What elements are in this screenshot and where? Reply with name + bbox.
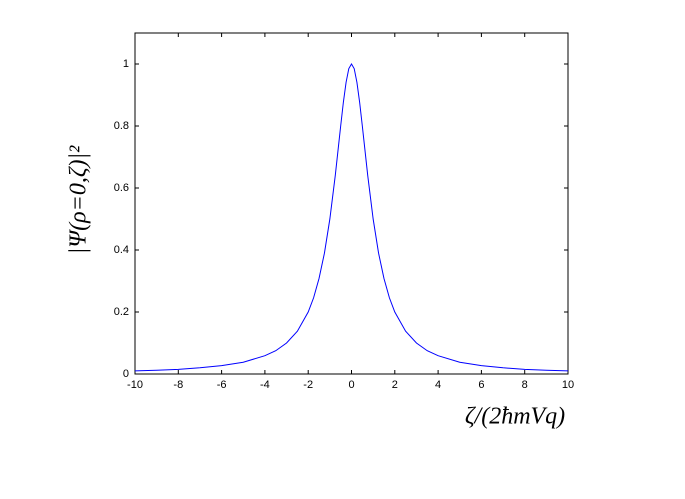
x-tick-label: -8 [173,379,183,391]
x-tick-label: 8 [522,379,528,391]
x-tick-label: -6 [217,379,227,391]
x-tick-label: -4 [260,379,270,391]
x-axis-label: ζ/(2ħmVq) [465,404,565,430]
x-tick-label: 4 [435,379,441,391]
x-tick-label: 6 [478,379,484,391]
x-tick-label: -10 [127,379,143,391]
y-tick-label: 0.2 [114,306,129,318]
y-tick-label: 0.6 [114,182,129,194]
x-tick-label: -2 [303,379,313,391]
x-tick-label: 10 [562,379,574,391]
data-line [134,63,569,372]
x-tick-label: 0 [348,379,354,391]
x-tick-label: 2 [392,379,398,391]
axes-box [134,32,569,375]
y-tick-label: 0 [123,368,129,380]
y-tick-label: 0.8 [114,120,129,132]
y-tick-label: 0.4 [114,244,129,256]
y-tick-label: 1 [123,58,129,70]
y-axis-label: |Ψ(ρ=0,ζ)|² [66,145,92,254]
